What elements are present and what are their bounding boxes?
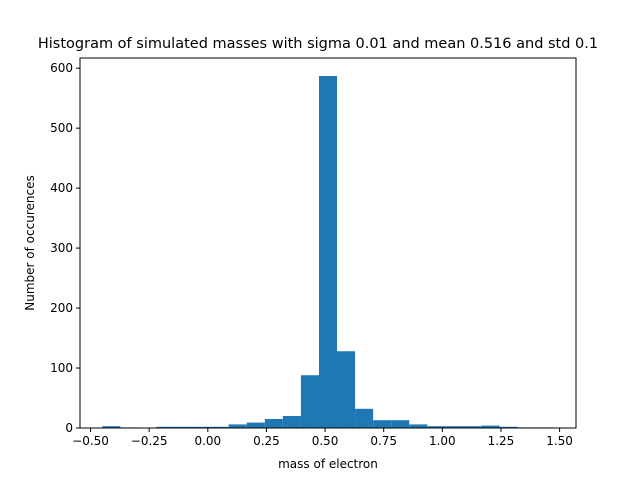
histogram-bar — [246, 422, 265, 428]
x-tick-label: 0.00 — [194, 434, 221, 448]
histogram-bar — [300, 375, 319, 428]
y-tick-label: 200 — [50, 301, 73, 315]
x-tick-label: 1.25 — [488, 434, 515, 448]
chart-title: Histogram of simulated masses with sigma… — [38, 36, 598, 52]
histogram-bar — [192, 426, 211, 428]
histogram-bar — [463, 426, 482, 428]
axes-frame — [79, 57, 577, 429]
x-tick-label: 0.50 — [312, 434, 339, 448]
x-tick-label: 0.75 — [370, 434, 397, 448]
histogram-bar — [174, 426, 193, 428]
histogram-bar — [156, 426, 175, 428]
y-axis-ticks: 0 100 200 300 400 500 600 — [50, 61, 80, 435]
x-tick-label: −0.50 — [72, 434, 109, 448]
histogram-bar — [318, 75, 338, 429]
histogram-bar — [228, 424, 247, 428]
x-axis-ticks: −0.50 −0.25 0.00 0.25 0.50 0.75 1.00 1.25 1.50 — [72, 428, 573, 448]
histogram-bar — [102, 426, 121, 428]
y-tick-label: 500 — [50, 121, 73, 135]
histogram-bar — [355, 408, 374, 428]
histogram-bar — [373, 420, 392, 428]
histogram-bar — [391, 420, 410, 428]
y-tick-label: 300 — [50, 241, 73, 255]
histogram-bar — [282, 416, 301, 428]
histogram-bar — [337, 351, 356, 428]
histogram-bars — [102, 75, 554, 429]
plot-area-border — [79, 57, 577, 429]
y-tick-label: 100 — [50, 361, 73, 375]
histogram-bar — [445, 426, 464, 428]
y-tick-label: 0 — [65, 421, 73, 435]
x-tick-label: −0.25 — [131, 434, 168, 448]
x-tick-label: 1.00 — [429, 434, 456, 448]
y-tick-label: 600 — [50, 61, 73, 75]
y-axis-label: Number of occurences — [23, 175, 37, 310]
histogram-bar — [264, 419, 283, 428]
x-axis-label: mass of electron — [278, 457, 378, 471]
histogram-bar — [481, 425, 500, 428]
y-tick-label: 400 — [50, 181, 73, 195]
histogram-bar — [409, 424, 428, 428]
histogram-bar — [427, 426, 446, 428]
x-tick-label: 0.25 — [253, 434, 280, 448]
histogram-bar — [499, 426, 518, 428]
histogram-bar — [210, 426, 229, 428]
x-tick-label: 1.50 — [546, 434, 573, 448]
